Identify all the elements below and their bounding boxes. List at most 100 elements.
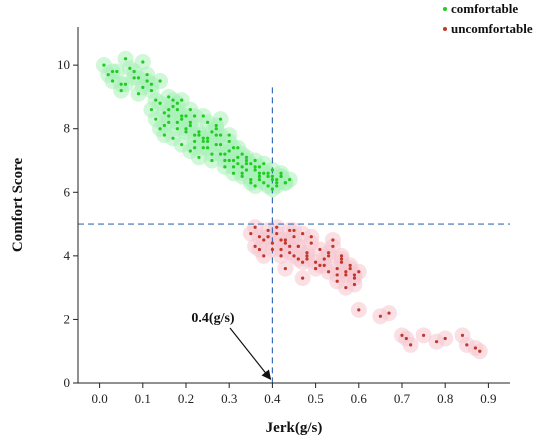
point-comfortable — [218, 152, 223, 156]
point-comfortable — [270, 168, 274, 172]
point-uncomfortable — [270, 241, 274, 245]
point-comfortable — [236, 162, 240, 166]
point-comfortable — [149, 108, 154, 112]
axes — [77, 27, 510, 384]
point-comfortable — [201, 114, 205, 118]
point-uncomfortable — [288, 251, 292, 255]
point-uncomfortable — [318, 263, 322, 267]
point-comfortable — [141, 85, 145, 89]
point-uncomfortable — [326, 254, 331, 258]
x-tick-label: 0.2 — [178, 391, 194, 406]
annotation-label: 0.4(g/s) — [191, 311, 235, 326]
point-comfortable — [149, 88, 154, 93]
point-uncomfortable — [335, 273, 339, 277]
point-comfortable — [171, 98, 175, 102]
point-comfortable — [132, 69, 136, 74]
point-uncomfortable — [257, 235, 262, 239]
point-comfortable — [206, 146, 210, 150]
point-uncomfortable — [473, 346, 478, 350]
point-uncomfortable — [292, 235, 296, 239]
point-uncomfortable — [409, 343, 413, 347]
point-uncomfortable — [305, 251, 309, 255]
point-comfortable — [231, 171, 236, 175]
point-comfortable — [253, 165, 257, 169]
point-uncomfortable — [434, 340, 439, 344]
point-uncomfortable — [422, 333, 426, 337]
point-comfortable — [218, 117, 223, 121]
legend-marker-uncomfortable — [443, 27, 447, 31]
point-comfortable — [275, 177, 279, 182]
point-comfortable — [154, 117, 158, 121]
point-comfortable — [154, 98, 158, 102]
point-comfortable — [270, 174, 274, 178]
point-comfortable — [110, 69, 115, 74]
point-comfortable — [115, 69, 119, 74]
point-uncomfortable — [249, 232, 253, 236]
y-tick-label: 0 — [64, 375, 71, 390]
point-comfortable — [266, 184, 270, 188]
point-comfortable — [275, 184, 279, 188]
point-comfortable — [231, 158, 236, 163]
point-comfortable — [253, 158, 257, 163]
point-comfortable — [136, 92, 141, 96]
point-comfortable — [262, 162, 266, 166]
point-comfortable — [257, 171, 262, 175]
point-comfortable — [283, 181, 287, 185]
point-uncomfortable — [400, 333, 404, 337]
point-uncomfortable — [344, 270, 348, 274]
point-comfortable — [201, 139, 205, 144]
point-comfortable — [197, 133, 201, 137]
point-uncomfortable — [331, 238, 335, 242]
x-tick-label: 0.7 — [394, 391, 411, 406]
x-tick-label: 0.8 — [437, 391, 453, 406]
point-uncomfortable — [275, 232, 279, 236]
point-comfortable — [167, 95, 171, 99]
point-uncomfortable — [283, 238, 287, 242]
point-uncomfortable — [283, 266, 287, 271]
point-comfortable — [223, 158, 227, 163]
point-uncomfortable — [309, 235, 313, 239]
point-comfortable — [110, 79, 115, 83]
legend-label-uncomfortable: uncomfortable — [451, 21, 533, 36]
x-tick-label: 0.0 — [91, 391, 107, 406]
point-uncomfortable — [292, 254, 296, 258]
point-comfortable — [249, 177, 253, 182]
legend-label-comfortable: comfortable — [451, 1, 518, 16]
point-uncomfortable — [322, 257, 326, 261]
point-uncomfortable — [305, 254, 309, 258]
point-uncomfortable — [296, 244, 300, 248]
point-comfortable — [214, 127, 218, 131]
point-comfortable — [201, 146, 205, 150]
point-uncomfortable — [279, 254, 283, 258]
point-uncomfortable — [301, 276, 305, 280]
point-comfortable — [244, 168, 249, 172]
point-comfortable — [218, 143, 223, 147]
point-comfortable — [197, 130, 201, 134]
point-comfortable — [171, 104, 175, 109]
point-comfortable — [167, 114, 171, 118]
point-comfortable — [141, 60, 145, 64]
point-comfortable — [279, 174, 283, 178]
point-comfortable — [201, 136, 205, 140]
point-comfortable — [180, 143, 184, 147]
point-comfortable — [236, 146, 240, 150]
point-comfortable — [175, 108, 179, 112]
point-comfortable — [218, 133, 223, 137]
point-comfortable — [240, 165, 244, 169]
tick-marks: 0.0 0.1 0.2 0.3 0.4 0.5 0.6 0.7 0.8 0.9 0 2 4 6 8 10 — [57, 57, 497, 406]
legend: comfortable uncomfortable — [443, 1, 533, 36]
point-comfortable — [188, 149, 192, 153]
point-uncomfortable — [275, 225, 279, 229]
point-comfortable — [188, 120, 192, 124]
point-comfortable — [227, 133, 231, 137]
point-uncomfortable — [339, 257, 344, 261]
y-tick-label: 6 — [64, 184, 71, 199]
point-comfortable — [288, 177, 292, 182]
point-uncomfortable — [387, 311, 391, 315]
point-comfortable — [158, 101, 162, 105]
point-comfortable — [210, 158, 214, 163]
point-comfortable — [132, 76, 136, 80]
point-uncomfortable — [266, 228, 270, 233]
point-uncomfortable — [309, 241, 313, 245]
point-comfortable — [206, 139, 210, 144]
